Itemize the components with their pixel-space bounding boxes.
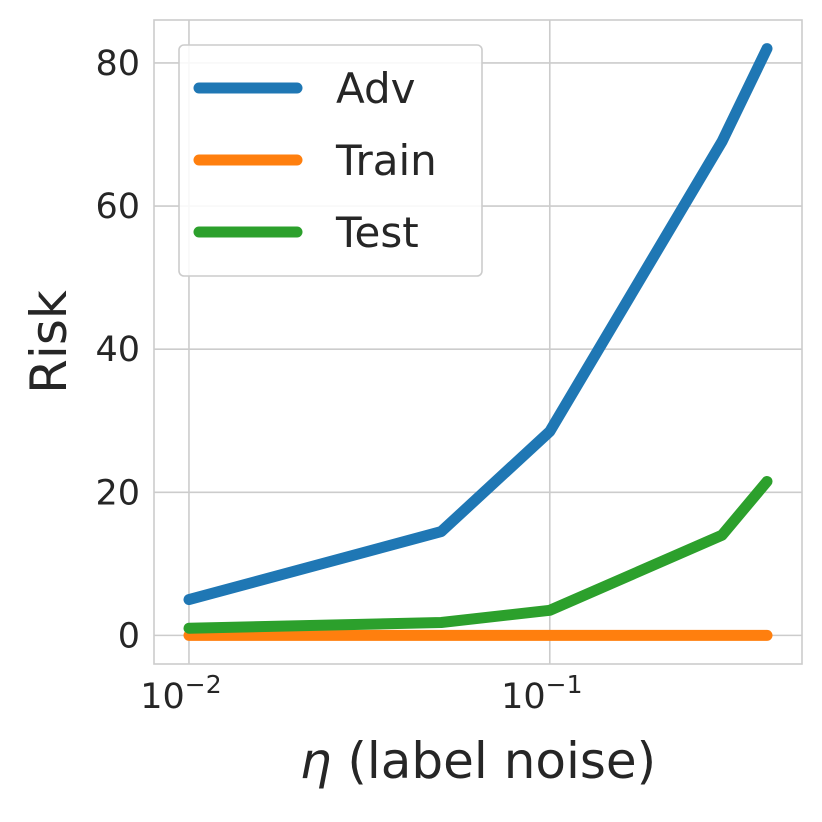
y-tick-label: 60 — [95, 187, 140, 227]
legend-box — [178, 44, 483, 277]
y-axis-label: Risk — [20, 290, 78, 394]
legend-label-test: Test — [335, 208, 419, 257]
x-axis-label-symbol: η — [300, 732, 332, 790]
x-tick-base: 10 — [501, 677, 546, 717]
x-tick-label: 10−2 — [140, 670, 221, 717]
legend-label-train: Train — [335, 136, 437, 185]
x-axis-label: η (label noise) — [300, 732, 656, 790]
series-lines — [183, 43, 773, 641]
series-line-adv — [183, 43, 773, 606]
x-tick-label: 10−1 — [501, 670, 582, 717]
legend: Adv Train Test — [178, 44, 483, 277]
x-axis-label-text: (label noise) — [331, 732, 656, 790]
y-tick-label: 0 — [118, 616, 140, 656]
y-tick-label: 20 — [95, 473, 140, 513]
x-tick-base: 10 — [140, 677, 185, 717]
y-tick-label: 80 — [95, 44, 140, 84]
legend-label-adv: Adv — [336, 64, 416, 113]
y-tick-label: 40 — [95, 330, 140, 370]
x-tick-exponent: −2 — [185, 670, 222, 699]
x-tick-exponent: −1 — [546, 670, 583, 699]
series-line-test — [183, 476, 773, 634]
